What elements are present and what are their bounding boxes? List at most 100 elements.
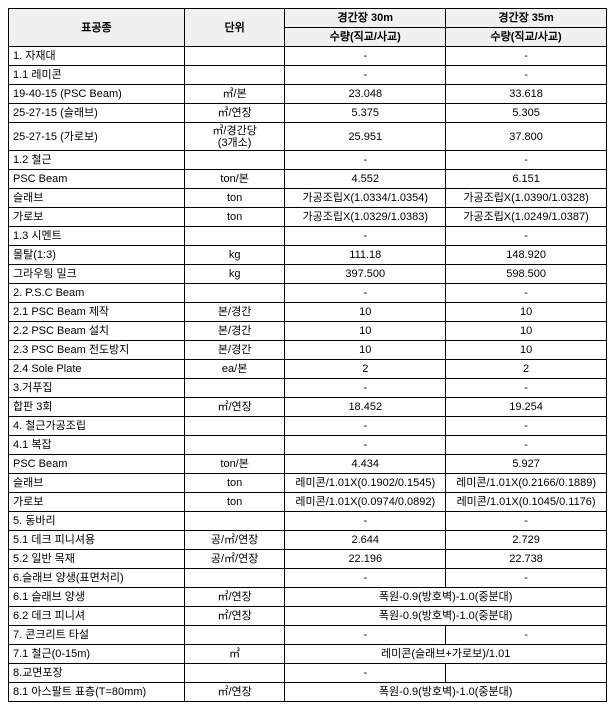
cell-unit: 본/경간 <box>184 303 285 322</box>
cell-item: 4.1 복잡 <box>9 436 185 455</box>
cell-v30: 10 <box>285 303 446 322</box>
cell-item: 3.거푸집 <box>9 379 185 398</box>
cell-unit: 공/㎡/연장 <box>184 550 285 569</box>
cell-v35: - <box>446 626 607 645</box>
cell-v35: 33.618 <box>446 85 607 104</box>
cell-unit <box>184 436 285 455</box>
header-span30: 경간장 30m <box>285 9 446 28</box>
cell-item: 슬래브 <box>9 474 185 493</box>
cell-v35: - <box>446 66 607 85</box>
cell-v30: 5.375 <box>285 104 446 123</box>
cell-unit: ㎥/연장 <box>184 104 285 123</box>
cell-v35: - <box>446 151 607 170</box>
table-row: 1. 자재대-- <box>9 47 607 66</box>
cell-v30: 18.452 <box>285 398 446 417</box>
cell-v30: 397.500 <box>285 265 446 284</box>
table-row: 19-40-15 (PSC Beam)㎥/본23.04833.618 <box>9 85 607 104</box>
cell-v30: - <box>285 151 446 170</box>
cell-merged: 폭원-0.9(방호벽)-1.0(중분대) <box>285 607 607 626</box>
cell-unit <box>184 284 285 303</box>
cell-item: 7. 콘크리트 타설 <box>9 626 185 645</box>
cell-unit: ㎡/연장 <box>184 607 285 626</box>
cell-v35: 레미콘/1.01X(0.1045/0.1176) <box>446 493 607 512</box>
cell-v30: - <box>285 436 446 455</box>
cell-v35: 레미콘/1.01X(0.2166/0.1889) <box>446 474 607 493</box>
cell-unit: ㎥/본 <box>184 85 285 104</box>
cell-v30: 22.196 <box>285 550 446 569</box>
table-row: 5.2 일반 목재공/㎡/연장22.19622.738 <box>9 550 607 569</box>
cell-item: 8.교면포장 <box>9 664 185 683</box>
cell-unit: ㎥/경간당(3개소) <box>184 123 285 151</box>
cell-v35: - <box>446 436 607 455</box>
cell-v30: 2.644 <box>285 531 446 550</box>
cell-v30: 10 <box>285 322 446 341</box>
table-row: 가로보ton레미콘/1.01X(0.0974/0.0892)레미콘/1.01X(… <box>9 493 607 512</box>
cell-unit: kg <box>184 246 285 265</box>
cell-unit <box>184 47 285 66</box>
cell-item: 가로보 <box>9 493 185 512</box>
cell-merged: 레미콘(슬래브+가로보)/1.01 <box>285 645 607 664</box>
cell-v35: - <box>446 227 607 246</box>
cell-item: 슬래브 <box>9 189 185 208</box>
cell-item: 5.2 일반 목재 <box>9 550 185 569</box>
cell-unit: kg <box>184 265 285 284</box>
cell-item: 6.슬래브 양생(표면처리) <box>9 569 185 588</box>
cell-item: 6.2 데크 피니셔 <box>9 607 185 626</box>
cell-v35: 가공조립X(1.0249/1.0387) <box>446 208 607 227</box>
table-row: 합판 3회㎡/연장18.45219.254 <box>9 398 607 417</box>
cell-v35: 598.500 <box>446 265 607 284</box>
cell-item: 그라우팅 밀크 <box>9 265 185 284</box>
cell-v30: - <box>285 569 446 588</box>
cell-v35: - <box>446 417 607 436</box>
cell-v35: 10 <box>446 341 607 360</box>
cell-v30: - <box>285 626 446 645</box>
table-row: 2. P.S.C Beam-- <box>9 284 607 303</box>
cell-unit <box>184 626 285 645</box>
table-row: 8.1 아스팔트 표층(T=80mm)㎡/연장폭원-0.9(방호벽)-1.0(중… <box>9 683 607 702</box>
cell-unit: ㎥ <box>184 645 285 664</box>
table-row: 6.1 슬래브 양생㎡/연장폭원-0.9(방호벽)-1.0(중분대) <box>9 588 607 607</box>
cell-item: 7.1 철근(0-15m) <box>9 645 185 664</box>
cell-v35: - <box>446 379 607 398</box>
cell-unit: ㎡/연장 <box>184 588 285 607</box>
table-row: 4. 철근가공조립-- <box>9 417 607 436</box>
cell-v30: - <box>285 512 446 531</box>
cell-v35: 37.800 <box>446 123 607 151</box>
table-row: 25-27-15 (가로보)㎥/경간당(3개소)25.95137.800 <box>9 123 607 151</box>
table-row: 가로보ton가공조립X(1.0329/1.0383)가공조립X(1.0249/1… <box>9 208 607 227</box>
cell-item: 2.1 PSC Beam 제작 <box>9 303 185 322</box>
cell-v35: 10 <box>446 322 607 341</box>
cell-v30: - <box>285 227 446 246</box>
table-row: 몰탈(1:3)kg111.18148.920 <box>9 246 607 265</box>
cell-v35: - <box>446 47 607 66</box>
cell-v35: 5.305 <box>446 104 607 123</box>
table-row: 슬래브ton가공조립X(1.0334/1.0354)가공조립X(1.0390/1… <box>9 189 607 208</box>
cell-v35: 10 <box>446 303 607 322</box>
cell-item: 합판 3회 <box>9 398 185 417</box>
cell-v35: 2.729 <box>446 531 607 550</box>
table-row: 4.1 복잡 -- <box>9 436 607 455</box>
cell-unit: ㎡/연장 <box>184 683 285 702</box>
cell-unit: ton <box>184 208 285 227</box>
header-qty30: 수량(직교/사교) <box>285 28 446 47</box>
cell-item: 1.3 시멘트 <box>9 227 185 246</box>
cell-item: 1.1 레미콘 <box>9 66 185 85</box>
cell-item: 1.2 철근 <box>9 151 185 170</box>
cell-unit <box>184 227 285 246</box>
cell-v30: 10 <box>285 341 446 360</box>
table-row: 1.1 레미콘-- <box>9 66 607 85</box>
cell-unit: ton/본 <box>184 170 285 189</box>
table-row: 2.3 PSC Beam 전도방지본/경간1010 <box>9 341 607 360</box>
cell-v30: - <box>285 379 446 398</box>
cell-unit: ton <box>184 189 285 208</box>
cell-item: 5. 동바리 <box>9 512 185 531</box>
cell-unit: ㎡/연장 <box>184 398 285 417</box>
cell-merged: 폭원-0.9(방호벽)-1.0(중분대) <box>285 588 607 607</box>
cell-v35: 6.151 <box>446 170 607 189</box>
cell-unit: ea/본 <box>184 360 285 379</box>
cell-v35: - <box>446 512 607 531</box>
cell-v30: 23.048 <box>285 85 446 104</box>
cell-item: 2.2 PSC Beam 설치 <box>9 322 185 341</box>
table-row: 7.1 철근(0-15m)㎥레미콘(슬래브+가로보)/1.01 <box>9 645 607 664</box>
header-unit: 단위 <box>184 9 285 47</box>
